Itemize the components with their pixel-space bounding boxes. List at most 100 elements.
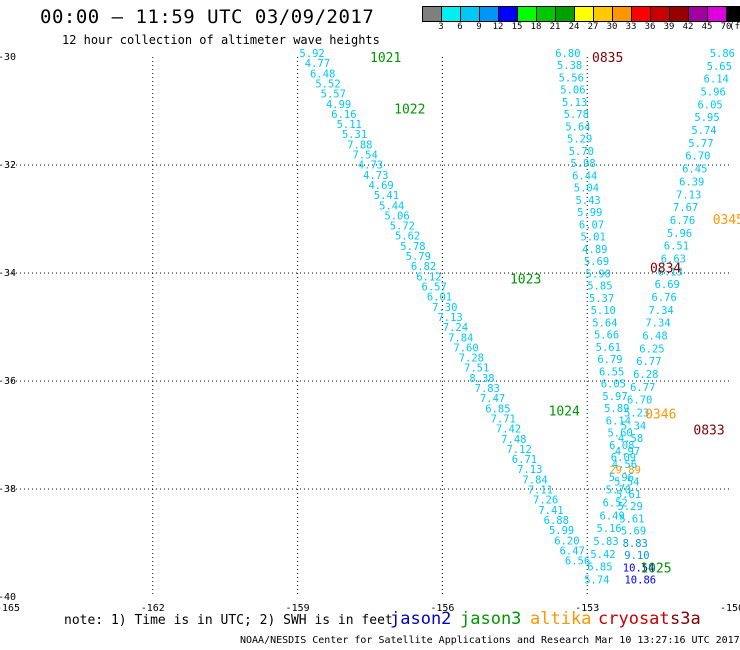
color-swatch <box>499 7 518 21</box>
page-title: 00:00 – 11:59 UTC 03/09/2017 <box>40 6 375 28</box>
lon-tick-label: -162 <box>141 603 165 614</box>
color-swatch <box>651 7 670 21</box>
swh-value-label: 7.12 <box>506 444 531 456</box>
color-swatch <box>594 7 613 21</box>
color-scale-tick: 30 <box>606 22 618 32</box>
swh-value-label: 4.97 <box>615 446 640 458</box>
swh-value-label: 6.49 <box>600 510 625 522</box>
lat-tick-label: -30 <box>0 52 16 63</box>
lon-tick-label: -156 <box>430 603 454 614</box>
swh-value-label: 5.72 <box>390 221 415 233</box>
legend-cryosat: cryosat <box>598 609 670 629</box>
swh-value-label: 5.66 <box>594 330 619 342</box>
footer-credit: NOAA/NESDIS Center for Satellite Applica… <box>240 635 740 646</box>
color-swatch <box>689 7 708 21</box>
legend-altika: altika <box>530 609 592 629</box>
swh-value-label: 5.56 <box>559 72 584 84</box>
swh-value-label: 6.14 <box>606 415 631 427</box>
swh-value-label: 7.30 <box>432 302 457 314</box>
pass-time-label: 1024 <box>549 405 580 420</box>
swh-value-label: 5.96 <box>701 87 726 99</box>
swh-value-label: 6.20 <box>554 535 579 547</box>
swh-value-label: 5.74 <box>691 125 716 137</box>
color-swatch <box>632 7 651 21</box>
swh-value-label: 4.58 <box>618 433 643 445</box>
swh-value-label: 7.11 <box>528 485 553 497</box>
color-swatch <box>613 7 632 21</box>
swh-value-label: 5.83 <box>593 536 618 548</box>
swh-value-label: 5.60 <box>607 428 632 440</box>
swh-value-label: 5.86 <box>710 48 735 60</box>
swh-value-label: 6.82 <box>411 261 436 273</box>
swh-value-label: 5.77 <box>688 138 713 150</box>
swh-value-label: 5.78 <box>400 241 425 253</box>
lat-tick-label: -38 <box>0 484 16 495</box>
swh-value-label: 5.10 <box>591 305 616 317</box>
swh-value-label: 6.07 <box>579 219 604 231</box>
color-swatch <box>537 7 556 21</box>
swh-value-label: 5.99 <box>549 525 574 537</box>
pass-time-label: 0835 <box>592 51 623 66</box>
swh-value-label: 5.92 <box>299 48 324 60</box>
swh-value-label: 6.44 <box>572 170 597 182</box>
color-scale-tick: 6 <box>457 22 463 32</box>
color-scale-tick: 3 <box>438 22 444 32</box>
swh-value-label: 5.61 <box>616 489 641 501</box>
lon-tick-label: -159 <box>286 603 310 614</box>
swh-value-label: 6.85 <box>587 562 612 574</box>
swh-value-label: 5.99 <box>577 207 602 219</box>
swh-value-label: 6.70 <box>627 395 652 407</box>
color-scale-tick: 70 <box>720 22 732 32</box>
color-scale-tick: 33 <box>625 22 637 32</box>
swh-value-label: 5.70 <box>569 146 594 158</box>
swh-value-label: 5.62 <box>395 231 420 243</box>
swh-value-label: 5.41 <box>374 190 399 202</box>
color-swatch <box>708 7 727 21</box>
color-scale-tick: 36 <box>644 22 656 32</box>
swh-value-label: 5.43 <box>575 195 600 207</box>
swh-value-label: 7.88 <box>347 139 372 151</box>
swh-value-label: 7.42 <box>496 424 521 436</box>
swh-value-label: 8.38 <box>469 373 494 385</box>
swh-value-label: 5.61 <box>619 513 644 525</box>
swh-value-label: 6.70 <box>685 151 710 163</box>
swh-value-label: 5.54 <box>614 477 639 489</box>
swh-value-label: 7.48 <box>501 434 526 446</box>
swh-value-label: 6.57 <box>422 281 447 293</box>
swh-value-label: 5.37 <box>589 293 614 305</box>
lat-tick-label: -32 <box>0 160 16 171</box>
color-scale-tick: 24 <box>568 22 580 32</box>
pass-time-label: 1023 <box>510 272 541 287</box>
altimeter-tracks: 5.924.776.485.525.574.996.165.115.317.88… <box>299 48 735 587</box>
swh-value-label: 6.55 <box>599 366 624 378</box>
swh-value-label: 6.56 <box>565 556 590 568</box>
swh-value-label: 9.10 <box>624 550 649 562</box>
swh-value-label: 5.29 <box>618 501 643 513</box>
color-swatch <box>480 7 499 21</box>
swh-value-label: 4.56 <box>612 459 637 471</box>
color-swatch <box>556 7 575 21</box>
swh-value-label: 6.45 <box>682 164 707 176</box>
color-scale-tick: 12 <box>492 22 504 32</box>
swh-value-label: 5.70 <box>606 485 631 497</box>
swh-value-label: 5.13 <box>562 97 587 109</box>
swh-value-label: 7.41 <box>538 505 563 517</box>
swh-value-label: 7.28 <box>459 353 484 365</box>
swh-value-label: 6.71 <box>512 454 537 466</box>
swh-value-label: 4.77 <box>305 58 330 70</box>
color-scale-tick: 9 <box>476 22 482 32</box>
color-scale-bar <box>422 6 740 22</box>
swh-value-label: 6.39 <box>679 176 704 188</box>
swh-value-label: 7.54 <box>353 150 378 162</box>
swh-value-label: 6.77 <box>636 356 661 368</box>
map-grid <box>8 57 732 597</box>
swh-value-label: 5.95 <box>694 112 719 124</box>
swh-value-label: 6.16 <box>331 109 356 121</box>
color-swatch <box>727 7 740 21</box>
swh-value-label: 7.13 <box>517 464 542 476</box>
swh-value-label: 4.73 <box>363 170 388 182</box>
pass-time-label: 0834 <box>650 262 681 277</box>
swh-value-label: 7.13 <box>437 312 462 324</box>
swh-value-label: 5.89 <box>604 403 629 415</box>
